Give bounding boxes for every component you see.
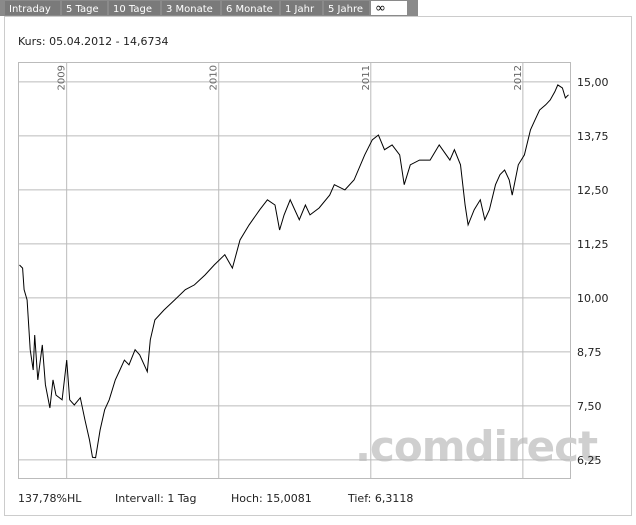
y-tick-label: 11,25 [577,238,609,251]
tab[interactable] [162,1,220,15]
tab-label[interactable]: ∞ [375,1,386,16]
x-tick-label: 2010 [209,65,220,90]
y-tick-label: 15,00 [577,76,609,89]
y-tick-label: 6,25 [577,454,602,467]
plot-frame [18,62,571,479]
tab[interactable] [324,1,369,15]
footer-high: Hoch: 15,0081 [231,492,312,505]
watermark: .comdirect [355,422,598,471]
price-line [19,84,569,459]
tab-label[interactable]: 10 Tage [113,4,152,15]
y-tick-label: 8,75 [577,346,602,359]
tab-label[interactable]: 5 Tage [66,4,99,15]
footer-range: 137,78%HL [18,492,82,505]
tab[interactable] [5,1,60,15]
x-tick-label: 2012 [513,65,524,90]
tab[interactable] [62,1,107,15]
quote-header: Kurs: 05.04.2012 - 14,6734 [18,35,169,48]
y-tick-label: 10,00 [577,292,609,305]
footer-interval: Intervall: 1 Tag [115,492,197,505]
tab-label[interactable]: 6 Monate [226,4,273,15]
tab[interactable] [109,1,160,15]
tab[interactable] [371,1,407,15]
tab-label[interactable]: 5 Jahre [328,4,363,15]
y-tick-label: 7,50 [577,400,602,413]
tab[interactable] [281,1,322,15]
x-tick-label: 2011 [361,65,372,90]
x-tick-label: 2009 [57,65,68,90]
footer-low: Tief: 6,3118 [347,492,413,505]
tab-label[interactable]: Intraday [9,4,51,15]
tab[interactable] [222,1,279,15]
tab-label[interactable]: 3 Monate [166,4,213,15]
y-tick-label: 12,50 [577,184,609,197]
y-tick-label: 13,75 [577,130,609,143]
panel-frame [4,16,632,516]
tab-label[interactable]: 1 Jahr [285,4,315,15]
